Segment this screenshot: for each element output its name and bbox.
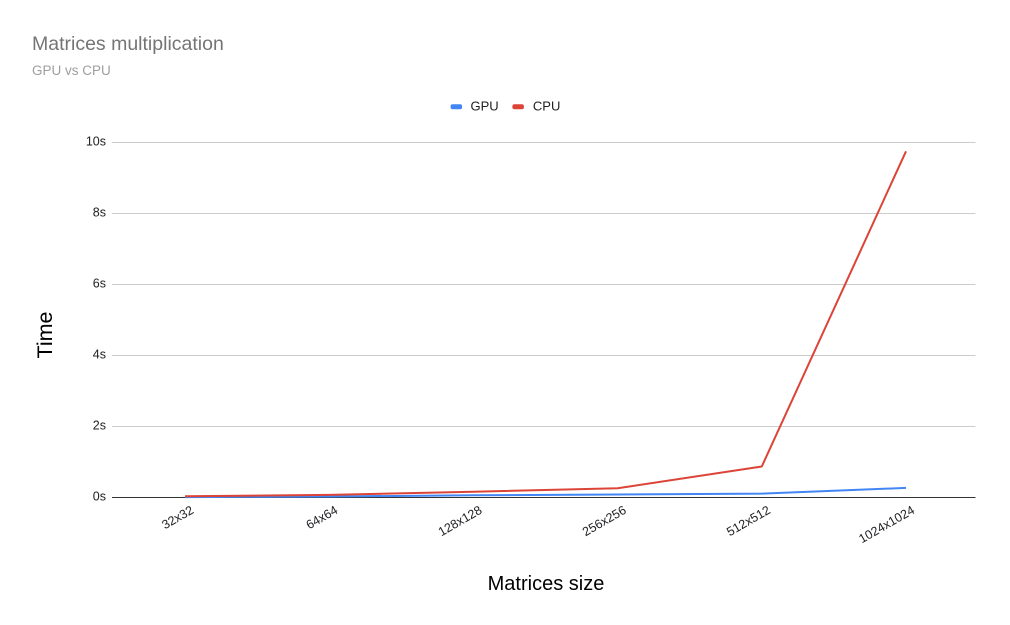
svg-text:0s: 0s <box>93 489 106 503</box>
svg-text:Matrices size: Matrices size <box>488 573 605 595</box>
svg-text:2s: 2s <box>93 418 106 432</box>
svg-text:GPU vs CPU: GPU vs CPU <box>32 63 111 78</box>
svg-text:GPU: GPU <box>471 99 499 114</box>
svg-text:Time: Time <box>33 312 57 359</box>
svg-text:10s: 10s <box>86 134 106 148</box>
svg-text:8s: 8s <box>93 205 106 219</box>
svg-text:CPU: CPU <box>533 99 560 114</box>
svg-text:4s: 4s <box>93 347 106 361</box>
svg-text:Matrices multiplication: Matrices multiplication <box>32 33 224 55</box>
svg-text:6s: 6s <box>93 276 106 290</box>
